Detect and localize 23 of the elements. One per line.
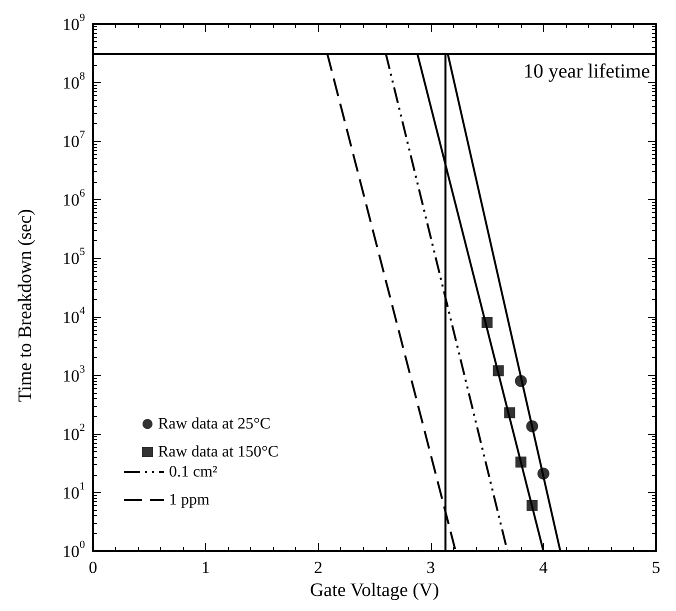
x-tick-label: 0 [88, 558, 98, 577]
legend-label: Raw data at 150°C [158, 444, 279, 460]
legend-label: 1 ppm [169, 492, 210, 508]
x-tick-label: 3 [426, 558, 436, 577]
x-tick-label: 4 [539, 558, 548, 577]
y-tick-label: 10$^{2}$ [62, 422, 85, 444]
x-tick-label: 2 [314, 558, 322, 577]
x-axis-title: Gate Voltage (V) [310, 580, 440, 601]
legend-label: 0.1 cm² [169, 464, 218, 480]
ref-line-label: 10 year lifetime [523, 60, 650, 82]
x-tick-label: 5 [652, 558, 660, 577]
y-tick-label: 10$^{1}$ [62, 480, 85, 502]
y-tick-label: 10$^{4}$ [62, 304, 86, 326]
legend-label: Raw data at 25°C [158, 416, 271, 432]
y-tick-label: 10$^{0}$ [62, 539, 86, 560]
x-tick-label: 1 [201, 558, 210, 577]
y-tick-label: 10$^{8}$ [62, 70, 86, 92]
y-tick-label: 10$^{9}$ [62, 12, 86, 34]
y-tick-label: 10$^{3}$ [62, 363, 86, 385]
y-axis-title: Time to Breakdown (sec) [15, 209, 36, 402]
y-tick-label: 10$^{5}$ [62, 246, 86, 268]
y-tick-label: 10$^{6}$ [62, 188, 86, 210]
y-tick-label: 10$^{7}$ [62, 129, 86, 151]
